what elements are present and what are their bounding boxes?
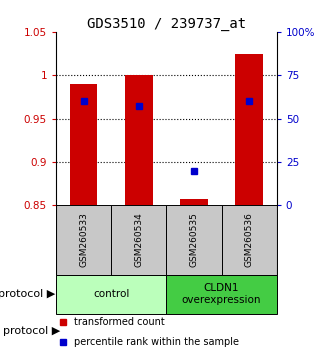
Bar <box>221 205 277 275</box>
Bar <box>111 205 166 275</box>
Title: GDS3510 / 239737_at: GDS3510 / 239737_at <box>87 17 246 31</box>
Bar <box>180 199 208 205</box>
Bar <box>236 53 263 205</box>
Bar <box>125 75 153 205</box>
Text: percentile rank within the sample: percentile rank within the sample <box>74 337 239 347</box>
Text: GSM260535: GSM260535 <box>189 212 198 267</box>
Bar <box>70 84 97 205</box>
Text: protocol ▶: protocol ▶ <box>0 289 55 299</box>
Text: GSM260536: GSM260536 <box>245 212 254 267</box>
Text: control: control <box>93 289 129 299</box>
Text: GSM260534: GSM260534 <box>134 212 143 267</box>
Bar <box>166 205 222 275</box>
Text: protocol ▶: protocol ▶ <box>3 326 60 336</box>
Bar <box>56 275 166 314</box>
Bar <box>166 275 277 314</box>
Text: transformed count: transformed count <box>74 317 164 327</box>
Bar <box>56 205 111 275</box>
Text: GSM260533: GSM260533 <box>79 212 88 267</box>
Text: CLDN1
overexpression: CLDN1 overexpression <box>182 283 261 305</box>
